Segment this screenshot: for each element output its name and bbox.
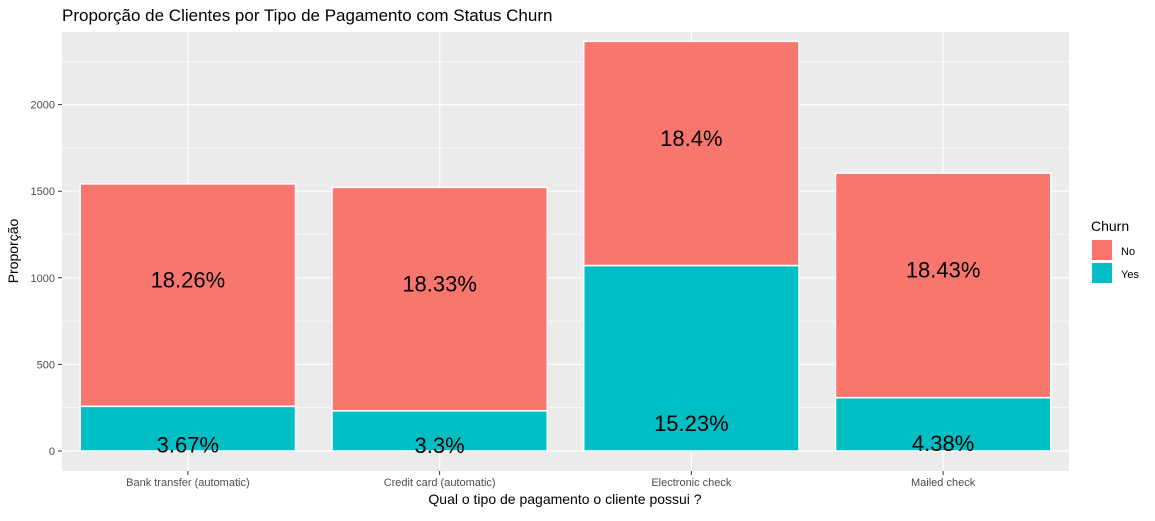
- legend-swatch: [1092, 240, 1112, 260]
- y-tick-label: 1000: [31, 273, 55, 285]
- bar-label-no: 18.43%: [906, 258, 981, 283]
- y-tick-label: 0: [49, 446, 55, 458]
- legend-title: Churn: [1091, 218, 1129, 234]
- bar-yes: [79, 405, 297, 452]
- bar-label-no: 18.33%: [402, 271, 477, 296]
- bar-label-yes: 4.38%: [912, 431, 974, 456]
- x-tick-label: Electronic check: [651, 477, 732, 489]
- x-tick-label: Credit card (automatic): [384, 477, 496, 489]
- y-tick-label: 2000: [31, 100, 55, 112]
- x-tick-label: Bank transfer (automatic): [126, 477, 250, 489]
- bar-no: [583, 40, 800, 267]
- chart-title: Proporção de Clientes por Tipo de Pagame…: [62, 6, 552, 25]
- legend-label: Yes: [1121, 269, 1139, 281]
- bar-label-yes: 3.3%: [415, 433, 465, 458]
- x-axis: Bank transfer (automatic) Credit card (au…: [126, 471, 976, 489]
- legend-label: No: [1121, 246, 1135, 258]
- bar-label-yes: 3.67%: [157, 432, 219, 457]
- x-tick-label: Mailed check: [911, 477, 976, 489]
- y-tick-label: 1500: [31, 186, 55, 198]
- bar-no: [834, 172, 1052, 399]
- y-tick-label: 500: [37, 359, 55, 371]
- bar-label-no: 18.26%: [151, 268, 226, 293]
- bars: [79, 40, 1052, 452]
- bar-yes: [583, 264, 800, 452]
- bar-label-no: 18.4%: [660, 126, 722, 151]
- y-axis-title: Proporção: [5, 218, 21, 283]
- bar-yes: [331, 410, 548, 452]
- legend-swatch: [1092, 263, 1112, 283]
- bar-no: [331, 186, 548, 412]
- x-axis-title: Qual o tipo de pagamento o cliente possu…: [428, 491, 701, 507]
- legend: Churn No Yes: [1091, 218, 1139, 283]
- bar-no: [79, 183, 297, 408]
- y-axis: 0 500 1000 1500 2000: [31, 100, 62, 458]
- bar-labels: 18.26% 3.67% 18.33% 3.3% 18.4% 15.23% 18.43% 4.…: [151, 126, 981, 458]
- bar-label-yes: 15.23%: [654, 411, 729, 436]
